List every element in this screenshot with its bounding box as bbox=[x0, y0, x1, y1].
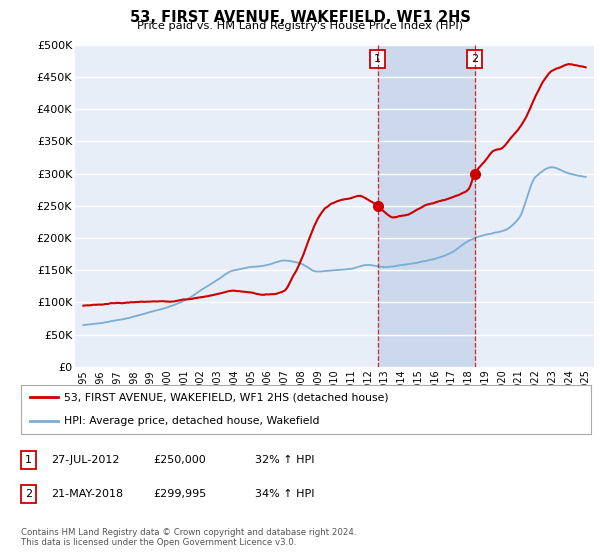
Text: 1: 1 bbox=[374, 54, 381, 64]
Text: HPI: Average price, detached house, Wakefield: HPI: Average price, detached house, Wake… bbox=[64, 416, 319, 426]
Text: 21-MAY-2018: 21-MAY-2018 bbox=[51, 489, 123, 499]
Text: 2: 2 bbox=[471, 54, 478, 64]
Text: 53, FIRST AVENUE, WAKEFIELD, WF1 2HS (detached house): 53, FIRST AVENUE, WAKEFIELD, WF1 2HS (de… bbox=[64, 392, 388, 402]
Text: 1: 1 bbox=[25, 455, 32, 465]
Text: £250,000: £250,000 bbox=[153, 455, 206, 465]
Text: 34% ↑ HPI: 34% ↑ HPI bbox=[255, 489, 314, 499]
Text: 2: 2 bbox=[25, 489, 32, 499]
Text: 53, FIRST AVENUE, WAKEFIELD, WF1 2HS: 53, FIRST AVENUE, WAKEFIELD, WF1 2HS bbox=[130, 10, 470, 25]
Text: 27-JUL-2012: 27-JUL-2012 bbox=[51, 455, 119, 465]
Bar bbox=[377, 45, 475, 367]
Text: Contains HM Land Registry data © Crown copyright and database right 2024.
This d: Contains HM Land Registry data © Crown c… bbox=[21, 528, 356, 547]
Text: 32% ↑ HPI: 32% ↑ HPI bbox=[255, 455, 314, 465]
Text: Price paid vs. HM Land Registry's House Price Index (HPI): Price paid vs. HM Land Registry's House … bbox=[137, 21, 463, 31]
Text: £299,995: £299,995 bbox=[153, 489, 206, 499]
